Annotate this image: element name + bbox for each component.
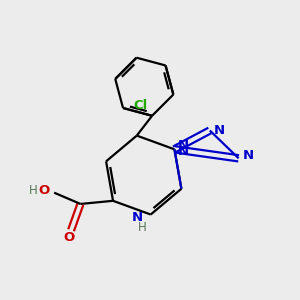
Text: O: O	[38, 184, 50, 197]
Text: N: N	[178, 145, 189, 158]
Text: N: N	[132, 211, 143, 224]
Text: N: N	[242, 149, 253, 162]
Text: N: N	[214, 124, 225, 137]
Text: Cl: Cl	[134, 99, 148, 112]
Text: H: H	[137, 220, 146, 233]
Text: O: O	[64, 231, 75, 244]
Text: H: H	[29, 184, 38, 197]
Text: N: N	[178, 139, 189, 152]
